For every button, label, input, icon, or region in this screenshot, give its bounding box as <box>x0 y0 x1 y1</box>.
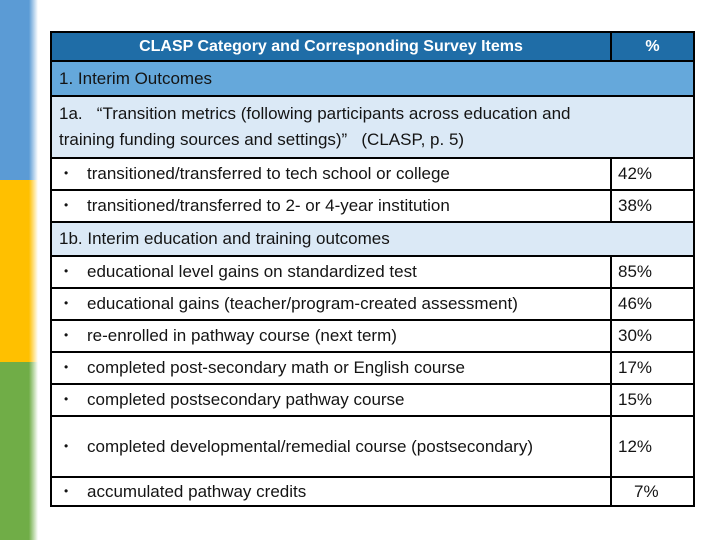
table-row: 1a. “Transition metrics (following parti… <box>50 95 695 159</box>
sidebar-green-block <box>0 362 38 540</box>
item-label: completed postsecondary pathway course <box>87 390 405 410</box>
table-row: 1. Interim Outcomes <box>50 60 695 97</box>
table-row: 1b. Interim education and training outco… <box>50 220 695 258</box>
item-label: re-enrolled in pathway course (next term… <box>87 326 397 346</box>
item-label-cell: • re-enrolled in pathway course (next ter… <box>50 319 612 354</box>
bullet-icon: • <box>64 360 69 375</box>
item-label-cell: • accumulated pathway credits <box>50 476 612 508</box>
subsection-row-label: 1b. Interim education and training outco… <box>50 220 695 258</box>
item-label: accumulated pathway credits <box>87 481 307 501</box>
table-row: • educational gains (teacher/program-crea… <box>50 287 695 322</box>
bullet-icon: • <box>64 166 69 180</box>
item-label-cell: • transitioned/transferred to tech school… <box>50 157 612 191</box>
item-label-cell: • completed developmental/remedial course… <box>50 415 612 479</box>
item-label-cell: • educational level gains on standardized… <box>50 255 612 290</box>
header-category-cell: CLASP Category and Corresponding Survey … <box>50 31 612 62</box>
item-label: educational level gains on standardized … <box>87 262 417 282</box>
item-percent: 85% <box>610 255 695 290</box>
item-label: transitioned/transferred to 2- or 4-year… <box>87 196 450 215</box>
item-percent: 30% <box>610 319 695 354</box>
clasp-survey-table: CLASP Category and Corresponding Survey … <box>50 31 695 508</box>
table-row: • transitioned/transferred to 2- or 4-yea… <box>50 189 695 223</box>
item-percent: 15% <box>610 383 695 418</box>
item-percent: 38% <box>610 189 695 223</box>
table-row: • completed postsecondary pathway course 1… <box>50 383 695 418</box>
item-percent: 46% <box>610 287 695 322</box>
item-label-cell: • educational gains (teacher/program-crea… <box>50 287 612 322</box>
item-label: completed post-secondary math or English… <box>87 358 465 378</box>
table-row: • completed developmental/remedial course… <box>50 415 695 479</box>
item-percent: 17% <box>610 351 695 386</box>
sidebar-accent-bar <box>0 0 38 540</box>
item-label-cell: • transitioned/transferred to 2- or 4-yea… <box>50 189 612 223</box>
item-label: completed developmental/remedial course … <box>87 436 534 456</box>
bullet-icon: • <box>64 296 69 311</box>
table-row: • completed post-secondary math or Englis… <box>50 351 695 386</box>
section-row-label: 1. Interim Outcomes <box>50 60 695 97</box>
header-percent-cell: % <box>610 31 695 62</box>
table-row: • transitioned/transferred to tech school… <box>50 157 695 191</box>
bullet-icon: • <box>64 198 69 212</box>
table-header-row: CLASP Category and Corresponding Survey … <box>50 31 695 62</box>
table-body: 1. Interim Outcomes 1a. “Transition metri… <box>50 60 695 508</box>
sidebar-blue-block <box>0 0 38 180</box>
item-label: transitioned/transferred to tech school … <box>87 164 450 183</box>
bullet-icon: • <box>64 264 69 279</box>
bullet-icon: • <box>64 483 69 498</box>
item-percent: 7% <box>610 476 695 508</box>
table-row: • educational level gains on standardized… <box>50 255 695 290</box>
table-row: • re-enrolled in pathway course (next ter… <box>50 319 695 354</box>
bullet-icon: • <box>64 392 69 407</box>
item-percent: 42% <box>610 157 695 191</box>
table-row: • accumulated pathway credits 7% <box>50 476 695 508</box>
item-percent: 12% <box>610 415 695 479</box>
bullet-icon: • <box>64 438 69 453</box>
item-label-cell: • completed post-secondary math or Englis… <box>50 351 612 386</box>
sidebar-yellow-block <box>0 180 38 362</box>
subsection-row-label: 1a. “Transition metrics (following parti… <box>50 95 695 159</box>
bullet-icon: • <box>64 328 69 343</box>
item-label: educational gains (teacher/program-creat… <box>87 294 518 314</box>
item-label-cell: • completed postsecondary pathway course <box>50 383 612 418</box>
